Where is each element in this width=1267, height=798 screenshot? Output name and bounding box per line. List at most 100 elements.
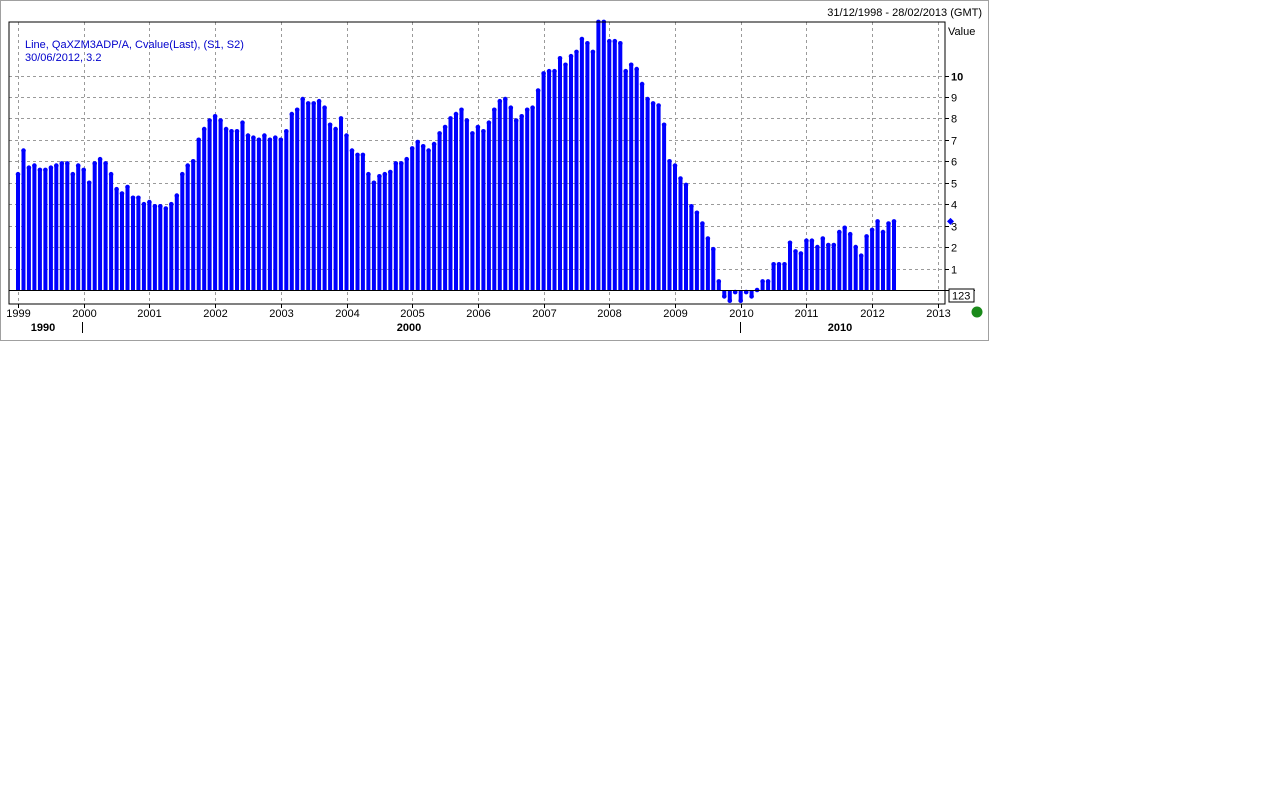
bar — [141, 204, 146, 290]
bar-point — [481, 129, 486, 134]
bar — [355, 154, 360, 290]
bar — [842, 227, 847, 290]
bar — [508, 107, 513, 290]
bar-point — [338, 116, 344, 121]
bar — [377, 176, 382, 290]
bar — [536, 90, 541, 290]
bar — [98, 159, 103, 290]
bar — [673, 165, 677, 290]
bar-point — [711, 246, 716, 252]
bar-point — [639, 81, 645, 87]
bar — [70, 174, 75, 290]
bar — [54, 165, 59, 290]
bar-point — [826, 242, 831, 248]
bar-point — [694, 210, 700, 216]
bar — [235, 131, 239, 290]
bar — [547, 71, 552, 290]
bar-point — [650, 101, 656, 106]
bar-point — [65, 161, 70, 166]
bar — [804, 240, 809, 290]
bar — [766, 281, 771, 290]
bar — [798, 253, 803, 290]
bar-point — [158, 204, 163, 209]
bar-point — [727, 298, 733, 304]
bar — [256, 139, 261, 290]
bar-point — [218, 118, 223, 123]
bar — [454, 114, 458, 290]
x-tick-label: 2002 — [203, 308, 227, 320]
bar-point — [130, 195, 136, 201]
x-tick-label: 2009 — [663, 308, 687, 320]
bar — [618, 43, 623, 290]
bar-point — [125, 184, 130, 190]
bar — [163, 208, 168, 290]
bar-point — [891, 219, 897, 224]
bar — [311, 103, 316, 291]
bar — [43, 169, 48, 290]
bar — [525, 109, 530, 290]
bar — [339, 118, 343, 291]
bar-point — [420, 144, 426, 149]
bar — [497, 101, 502, 290]
bar — [678, 178, 683, 290]
bar-point — [26, 165, 32, 170]
bar — [240, 122, 245, 290]
y-tick-label: 1 — [951, 265, 957, 277]
bar — [738, 290, 743, 301]
bar — [886, 223, 891, 290]
bar — [251, 137, 256, 290]
bar — [716, 281, 721, 290]
bar — [366, 174, 371, 290]
bar-point — [815, 244, 820, 250]
bar-point — [15, 171, 21, 177]
bar — [689, 206, 694, 290]
x-tick-label: 2006 — [466, 308, 490, 320]
bar-point — [530, 105, 535, 110]
bar-point — [366, 171, 371, 177]
x-tick-label: 2005 — [400, 308, 424, 320]
bar — [601, 21, 606, 291]
y-tick-label: 4 — [951, 200, 957, 212]
bar — [185, 165, 190, 290]
bar-point — [245, 133, 251, 138]
bar-point — [97, 156, 103, 162]
bar-point — [180, 171, 185, 177]
bar — [700, 223, 705, 290]
bar — [262, 135, 267, 290]
bar-point — [223, 126, 229, 132]
status-indicator-icon[interactable] — [971, 306, 983, 318]
x-tick-label: 2003 — [269, 308, 293, 320]
y-tick-label: 3 — [951, 222, 957, 234]
bar-point — [689, 204, 694, 209]
bar — [519, 116, 524, 290]
bar-point — [585, 41, 590, 46]
decade-label: 1990 — [31, 322, 55, 334]
x-tick-label: 2000 — [72, 308, 96, 320]
bar-point — [722, 294, 727, 299]
bar-point — [311, 101, 317, 106]
bar — [870, 229, 875, 290]
x-tick-label: 2011 — [795, 308, 819, 320]
bar-point — [316, 98, 322, 104]
y-tick-label: 9 — [951, 93, 957, 105]
bar-point — [201, 126, 207, 132]
bar-point — [229, 129, 234, 134]
bar-point — [114, 186, 119, 192]
bar — [503, 99, 508, 290]
bar-point — [667, 159, 672, 164]
bar-point — [174, 193, 180, 198]
bar-point — [355, 152, 360, 158]
bar — [65, 163, 70, 290]
bar — [103, 163, 108, 290]
bar-point — [371, 180, 377, 186]
bar-point — [289, 111, 295, 117]
bar-point — [700, 221, 705, 226]
bar — [16, 174, 20, 290]
bar-point — [448, 116, 453, 121]
bar-point — [147, 199, 152, 205]
bar-point — [185, 163, 190, 168]
bar — [267, 139, 272, 290]
last-value-marker-icon — [947, 217, 954, 225]
bar-point — [333, 126, 338, 132]
